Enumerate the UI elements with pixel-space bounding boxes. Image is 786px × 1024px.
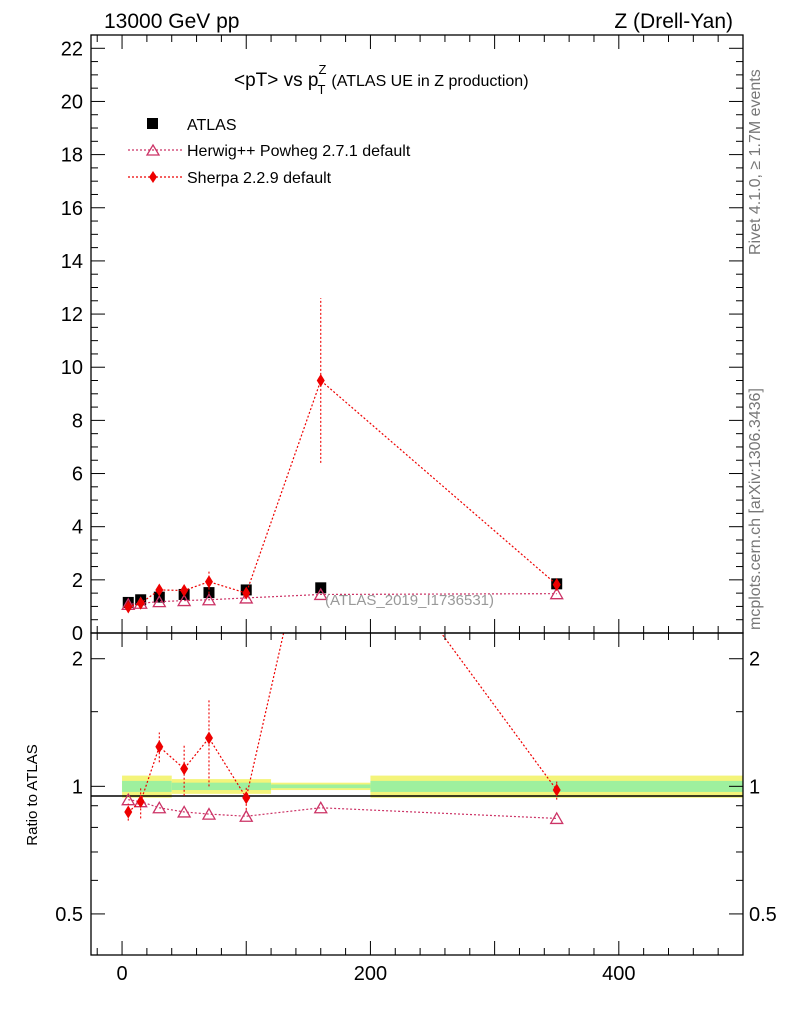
plot-title: <pT> vs pZ T (ATLAS UE in Z production) (234, 62, 529, 97)
ratio-herwig-point (313, 800, 328, 814)
ratio-sherpa-point (180, 762, 189, 776)
ratio-x-tick-label: 0 (116, 963, 127, 985)
main-plot-data (121, 298, 564, 614)
main-herwig-point (549, 586, 564, 600)
main-y-tick-label: 22 (61, 38, 83, 60)
ratio-herwig-point (177, 805, 192, 818)
ratio-x-tick-label: 400 (602, 963, 635, 985)
main-sherpa-point (316, 374, 325, 388)
main-y-tick-label: 18 (61, 145, 83, 167)
main-y-tick-label: 12 (61, 304, 83, 326)
main-y-tick-label: 0 (72, 623, 83, 645)
main-sherpa-point (180, 583, 189, 597)
ratio-herwig-point (239, 809, 254, 822)
main-herwig-point (152, 594, 167, 608)
header-left: 13000 GeV pp (104, 10, 239, 33)
main-y-tick-label: 4 (72, 517, 83, 539)
main-y-tick-label: 6 (72, 464, 83, 486)
legend-sherpa-marker (149, 171, 157, 183)
mcplots-label: mcplots.cern.ch [arXiv:1306.3436] (747, 388, 764, 630)
ratio-herwig-point (549, 811, 564, 825)
main-herwig-point (313, 587, 328, 601)
main-herwig-point (201, 592, 217, 606)
main-y-tick-label: 2 (72, 570, 83, 592)
main-y-tick-label: 8 (72, 410, 83, 432)
ratio-sherpa-point (124, 805, 133, 819)
plot-title-superscript: Z (319, 62, 327, 77)
ratio-band-inner (271, 784, 371, 789)
plot-title-rest: (ATLAS UE in Z production) (331, 73, 528, 90)
main-sherpa-point (124, 600, 133, 614)
main-y-tick-label: 16 (61, 198, 83, 220)
ratio-plot-data (121, 463, 564, 825)
main-sherpa-line (128, 379, 558, 608)
ratio-sherpa-point (136, 795, 145, 809)
ratio-sherpa-point (242, 791, 251, 805)
main-sherpa-point (204, 575, 213, 589)
ratio-y-tick-label-right: 1 (749, 776, 760, 798)
ratio-herwig-line (128, 799, 557, 820)
ratio-y-tick-label: 1 (72, 776, 83, 798)
main-sherpa-point (242, 586, 251, 600)
main-y-tick-label: 10 (61, 357, 83, 379)
ratio-y-axis-label: Ratio to ATLAS (24, 744, 41, 845)
legend-atlas-marker (147, 118, 158, 129)
ratio-herwig-point (201, 807, 217, 820)
main-herwig-point (239, 591, 254, 604)
ratio-sherpa-point (552, 783, 561, 797)
ratio-y-tick-label: 0.5 (55, 904, 83, 926)
ratio-sherpa-point (155, 740, 164, 754)
ratio-x-tick-label: 200 (354, 963, 387, 985)
rivet-version-label: Rivet 4.1.0, ≥ 1.7M events (747, 69, 764, 255)
ratio-band-inner (122, 780, 172, 792)
ratio-sherpa-line (127, 633, 558, 813)
main-sherpa-point (136, 596, 145, 610)
main-sherpa-point (552, 578, 561, 592)
ratio-uncertainty-bands (122, 775, 743, 798)
legend: ATLAS Herwig++ Powheg 2.7.1 default Sher… (128, 117, 411, 187)
ratio-y-tick-label-right: 2 (749, 649, 760, 671)
legend-sherpa-label: Sherpa 2.2.9 default (187, 170, 332, 187)
ratio-y-tick-label: 2 (72, 649, 83, 671)
ratio-sherpa-point (317, 463, 325, 476)
legend-herwig-marker (145, 143, 161, 156)
plot-title-subscript: T (317, 82, 325, 97)
header-right: Z (Drell-Yan) (614, 10, 733, 33)
legend-atlas-label: ATLAS (187, 117, 237, 134)
ratio-sherpa-point (204, 731, 213, 745)
main-herwig-point (177, 593, 192, 607)
analysis-watermark: (ATLAS_2019_I1736531) (325, 592, 494, 609)
legend-herwig-label: Herwig++ Powheg 2.7.1 default (187, 143, 411, 160)
plot-title-main: <pT> vs p (234, 70, 319, 91)
main-sherpa-point (155, 583, 164, 597)
ratio-herwig-point (152, 800, 167, 814)
ratio-band-inner (171, 782, 272, 791)
main-y-tick-label: 14 (61, 251, 83, 273)
ratio-herwig-point (121, 792, 136, 806)
main-y-tick-label: 20 (61, 91, 83, 113)
ratio-plot-frame (90, 632, 744, 956)
main-herwig-line (128, 593, 557, 605)
ratio-y-tick-label-right: 0.5 (749, 904, 777, 926)
